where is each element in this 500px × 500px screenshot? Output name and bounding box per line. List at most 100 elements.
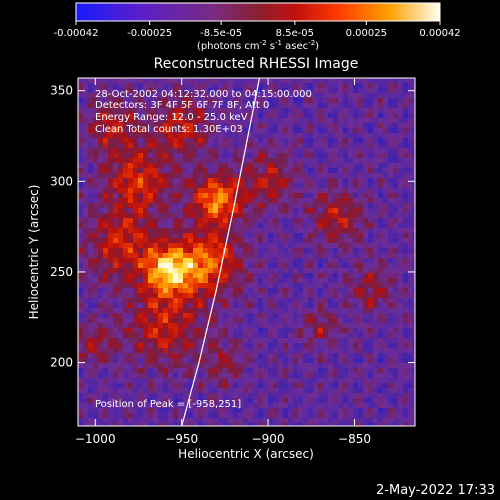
heatmap-cell	[228, 408, 234, 414]
heatmap-cell	[183, 238, 189, 244]
heatmap-cell	[343, 143, 349, 149]
heatmap-cell	[108, 348, 114, 354]
heatmap-cell	[268, 193, 274, 199]
heatmap-cell	[288, 363, 294, 369]
heatmap-cell	[313, 353, 319, 359]
heatmap-cell	[323, 268, 329, 274]
heatmap-cell	[168, 133, 174, 139]
heatmap-cell	[338, 78, 344, 84]
heatmap-cell	[193, 418, 199, 424]
heatmap-cell	[243, 363, 249, 369]
heatmap-cell	[338, 278, 344, 284]
heatmap-cell	[363, 298, 369, 304]
heatmap-cell	[143, 113, 149, 119]
heatmap-cell	[253, 213, 259, 219]
heatmap-cell	[113, 213, 119, 219]
heatmap-cell	[293, 233, 299, 239]
heatmap-cell	[143, 108, 149, 114]
heatmap-cell	[228, 363, 234, 369]
heatmap-cell	[178, 148, 184, 154]
heatmap-cell	[363, 413, 369, 419]
heatmap-cell	[228, 108, 234, 114]
heatmap-cell	[333, 343, 339, 349]
heatmap-cell	[98, 293, 104, 299]
heatmap-cell	[313, 93, 319, 99]
heatmap-cell	[133, 193, 139, 199]
heatmap-cell	[83, 93, 89, 99]
heatmap-cell	[113, 263, 119, 269]
heatmap-cell	[83, 258, 89, 264]
heatmap-cell	[353, 318, 359, 324]
heatmap-cell	[248, 123, 254, 129]
heatmap-cell	[398, 323, 404, 329]
heatmap-cell	[408, 273, 414, 279]
heatmap-cell	[368, 248, 374, 254]
heatmap-cell	[283, 393, 289, 399]
heatmap-cell	[178, 133, 184, 139]
heatmap-cell	[158, 368, 164, 374]
heatmap-cell	[98, 118, 104, 124]
heatmap-cell	[333, 133, 339, 139]
heatmap-cell	[148, 163, 154, 169]
heatmap-cell	[213, 143, 219, 149]
heatmap-cell	[308, 398, 314, 404]
heatmap-cell	[343, 358, 349, 364]
heatmap-cell	[313, 413, 319, 419]
heatmap-cell	[393, 328, 399, 334]
heatmap-cell	[198, 148, 204, 154]
heatmap-cell	[328, 358, 334, 364]
heatmap-cell	[148, 213, 154, 219]
heatmap-cell	[338, 233, 344, 239]
heatmap-cell	[178, 273, 184, 279]
heatmap-cell	[223, 113, 229, 119]
heatmap-cell	[113, 178, 119, 184]
heatmap-cell	[253, 303, 259, 309]
heatmap-cell	[138, 403, 144, 409]
heatmap-cell	[298, 338, 304, 344]
heatmap-cell	[148, 173, 154, 179]
heatmap-cell	[338, 288, 344, 294]
heatmap-cell	[123, 103, 129, 109]
heatmap-cell	[333, 178, 339, 184]
heatmap-cell	[143, 393, 149, 399]
heatmap-cell	[253, 178, 259, 184]
heatmap-cell	[88, 183, 94, 189]
heatmap-cell	[193, 268, 199, 274]
heatmap-cell	[158, 318, 164, 324]
heatmap-cell	[173, 238, 179, 244]
heatmap-cell	[388, 273, 394, 279]
heatmap-cell	[378, 113, 384, 119]
heatmap-cell	[388, 153, 394, 159]
heatmap-cell	[343, 403, 349, 409]
heatmap-cell	[88, 128, 94, 134]
heatmap-cell	[198, 368, 204, 374]
heatmap-cell	[248, 383, 254, 389]
heatmap-cell	[358, 323, 364, 329]
heatmap-cell	[408, 423, 414, 426]
heatmap-cell	[108, 343, 114, 349]
heatmap-cell	[293, 328, 299, 334]
heatmap-cell	[343, 413, 349, 419]
heatmap-cell	[193, 423, 199, 426]
heatmap-cell	[103, 118, 109, 124]
heatmap-cell	[393, 423, 399, 426]
heatmap-cell	[368, 403, 374, 409]
heatmap-cell	[108, 93, 114, 99]
heatmap-cell	[183, 83, 189, 89]
heatmap-cell	[398, 398, 404, 404]
heatmap-cell	[363, 388, 369, 394]
heatmap-cell	[328, 403, 334, 409]
heatmap-cell	[208, 298, 214, 304]
heatmap-cell	[118, 123, 124, 129]
heatmap-cell	[213, 348, 219, 354]
heatmap-cell	[368, 183, 374, 189]
heatmap-cell	[198, 283, 204, 289]
heatmap-cell	[298, 273, 304, 279]
heatmap-cell	[188, 83, 194, 89]
heatmap-cell	[153, 328, 159, 334]
heatmap-cell	[138, 113, 144, 119]
heatmap-cell	[203, 118, 209, 124]
heatmap-cell	[188, 178, 194, 184]
heatmap-cell	[173, 283, 179, 289]
heatmap-cell	[103, 298, 109, 304]
